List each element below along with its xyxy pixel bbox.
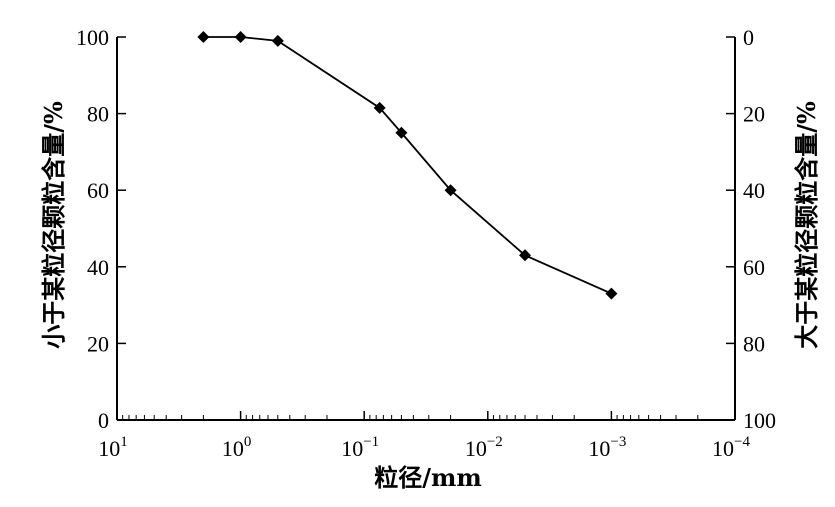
x-tick-label: 101 bbox=[98, 434, 128, 461]
x-tick-label: 10−4 bbox=[712, 434, 750, 461]
chart-axes bbox=[116, 37, 736, 421]
x-tick-exponent: −2 bbox=[487, 434, 503, 450]
data-point-diamond bbox=[444, 184, 457, 197]
x-tick-label: 10−3 bbox=[588, 434, 626, 461]
left-y-axis-title: 小于某粒径颗粒含量/% bbox=[39, 101, 68, 349]
left-y-tick-label: 100 bbox=[76, 25, 109, 50]
x-axis-title: 粒径/mm bbox=[374, 463, 482, 492]
x-tick-exponent: −1 bbox=[363, 434, 379, 450]
data-point-diamond bbox=[271, 34, 284, 47]
chart-data-layer bbox=[197, 31, 618, 300]
right-y-tick-label: 0 bbox=[743, 25, 754, 50]
x-tick-label: 100 bbox=[222, 434, 252, 461]
right-y-axis-title: 大于某粒径颗粒含量/% bbox=[792, 101, 821, 349]
data-point-diamond bbox=[197, 31, 210, 43]
right-y-tick-label: 60 bbox=[743, 255, 765, 280]
right-y-tick-label: 80 bbox=[743, 331, 765, 356]
left-y-tick-label: 40 bbox=[87, 255, 109, 280]
x-tick-exponent: −4 bbox=[734, 434, 750, 450]
data-point-diamond bbox=[395, 126, 408, 139]
series-line bbox=[203, 36, 612, 295]
chart-ticks: 101 100 10−1 10−2 10−3 10−4020406080100100806… bbox=[76, 25, 776, 461]
right-y-tick-label: 40 bbox=[743, 178, 765, 203]
x-tick-exponent: 1 bbox=[120, 434, 128, 450]
x-tick-label: 10−1 bbox=[341, 434, 379, 461]
left-y-tick-label: 60 bbox=[87, 178, 109, 203]
data-point-diamond bbox=[519, 249, 532, 262]
data-point-diamond bbox=[605, 287, 618, 300]
data-point-diamond bbox=[234, 31, 247, 43]
x-tick-label: 10−2 bbox=[465, 434, 503, 461]
x-tick-exponent: 0 bbox=[244, 434, 252, 450]
left-y-tick-label: 80 bbox=[87, 102, 109, 127]
data-point-diamond bbox=[373, 101, 386, 114]
x-tick-exponent: −3 bbox=[610, 434, 626, 450]
left-y-tick-label: 20 bbox=[87, 331, 109, 356]
left-y-tick-label: 0 bbox=[98, 408, 109, 433]
right-y-tick-label: 20 bbox=[743, 102, 765, 127]
right-y-tick-label: 100 bbox=[743, 408, 776, 433]
